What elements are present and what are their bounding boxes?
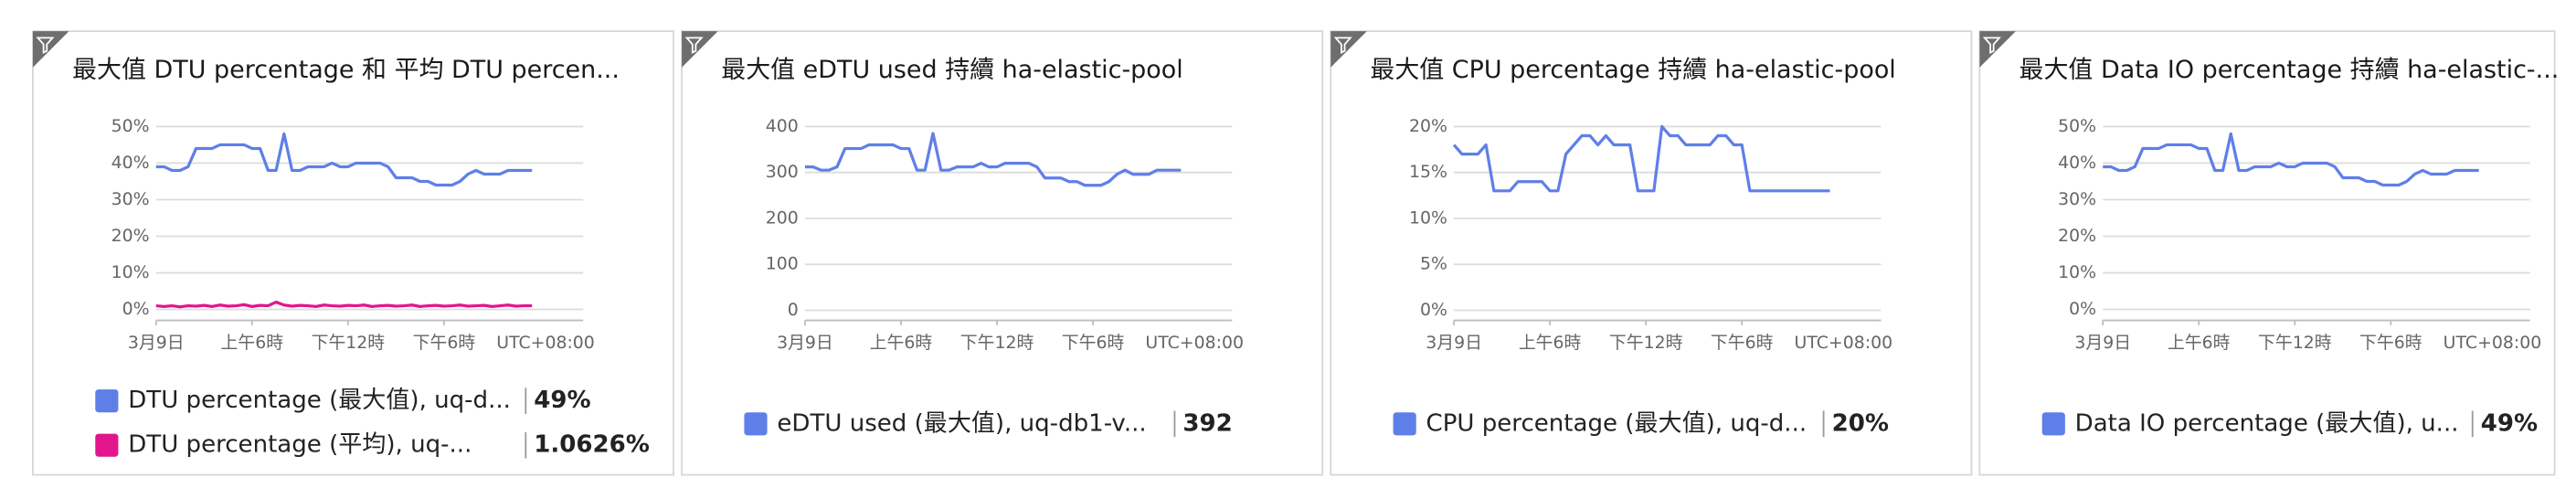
x-tick-label: 下午12時 [1609,333,1683,353]
series-line [1452,124,1830,193]
x-tick-label: 3月9日 [1426,333,1482,353]
x-tick-label: 下午6時 [1711,333,1774,353]
legend-summary: 49% [2481,409,2538,437]
tile[interactable]: 最大值 eDTU used 持續 ha-elastic-pool 0 100 200 3… [681,30,1324,476]
legend-swatch [95,433,119,457]
x-tick-label: 下午6時 [1062,333,1125,353]
x-tick-label: 3月9日 [777,333,833,353]
y-tick-label: 40% [111,153,150,173]
legend-label: Data IO percentage (最大值), u... [2075,409,2459,437]
x-tick-label: 下午6時 [413,333,476,353]
y-tick-label: 400 [766,116,799,136]
chart-title: 最大值 Data IO percentage 持續 ha-elastic-... [2019,56,2560,84]
x-tick-label: 上午6時 [2168,333,2231,353]
filter-badge [1330,31,1367,68]
series-line [2103,132,2479,187]
tile-frame [1330,30,1973,476]
legend-label: CPU percentage (最大值), uq-d... [1426,409,1807,437]
series-line [155,132,533,187]
tile[interactable]: 最大值 CPU percentage 持續 ha-elastic-pool 0% 5… [1330,30,1973,476]
y-tick-label: 0% [2069,299,2096,319]
x-tick-label: 上午6時 [870,333,933,353]
y-tick-label: 40% [2058,153,2096,173]
y-tick-label: 200 [766,207,799,228]
x-tick-label: 3月9日 [2074,333,2131,353]
legend-label: DTU percentage (最大值), uq-d... [128,387,511,414]
legend-label: DTU percentage (平均), uq-... [128,431,472,459]
y-tick-label: 10% [2058,262,2096,282]
y-tick-label: 0 [788,300,799,320]
legend-summary: 392 [1182,409,1232,437]
legend-swatch [1393,412,1416,436]
x-tick-label: 下午12時 [312,333,386,353]
x-tick-label: 下午12時 [960,333,1034,353]
timezone-label: UTC+08:00 [2443,333,2542,353]
legend-item[interactable]: Data IO percentage (最大值), u... 49% [2041,409,2538,437]
legend-item[interactable]: eDTU used (最大值), uq-db1-v... 392 [744,409,1233,437]
series-line [804,132,1182,187]
x-tick-label: 上午6時 [1519,333,1582,353]
y-tick-label: 50% [111,116,150,136]
legend-item[interactable]: DTU percentage (最大值), uq-d... 49% [95,387,591,414]
legend-summary: 49% [534,387,590,414]
tile-frame [681,30,1324,476]
x-tick-label: 3月9日 [128,333,185,353]
x-tick-label: 下午6時 [2359,333,2422,353]
y-tick-label: 50% [2058,116,2096,136]
y-tick-label: 20% [111,226,150,246]
series-line [155,300,533,309]
legend-swatch [744,412,768,436]
y-tick-label: 30% [111,189,150,209]
y-tick-label: 5% [1420,254,1447,274]
x-tick-label: 上午6時 [221,333,284,353]
filter-icon [1982,37,2001,54]
chart-title: 最大值 eDTU used 持續 ha-elastic-pool [721,56,1183,84]
legend-swatch [95,389,119,413]
y-tick-label: 10% [111,262,150,282]
timezone-label: UTC+08:00 [1145,333,1244,353]
filter-icon [36,37,55,54]
y-tick-label: 20% [2058,226,2096,246]
chart-title: 最大值 DTU percentage 和 平均 DTU percen... [72,56,620,84]
legend-label: eDTU used (最大值), uq-db1-v... [777,409,1146,437]
legend-item[interactable]: DTU percentage (平均), uq-... 1.0626% [95,431,650,459]
y-tick-label: 100 [766,254,799,274]
legend-swatch [2041,412,2065,436]
y-tick-label: 0% [1420,300,1447,320]
y-tick-label: 20% [1409,116,1447,136]
y-tick-label: 15% [1409,162,1447,182]
tile[interactable]: 最大值 Data IO percentage 持續 ha-elastic-...… [1978,30,2560,476]
filter-badge [32,31,69,68]
y-tick-label: 30% [2058,189,2096,209]
tile-frame [1978,30,2556,476]
tile-frame [32,30,675,476]
timezone-label: UTC+08:00 [496,333,595,353]
chart-title: 最大值 CPU percentage 持續 ha-elastic-pool [1370,56,1895,84]
y-tick-label: 0% [122,299,150,319]
filter-icon [684,37,704,54]
tile[interactable]: 最大值 DTU percentage 和 平均 DTU percen... 0% 1… [32,30,675,476]
legend-summary: 1.0626% [534,431,650,459]
y-tick-label: 300 [766,162,799,182]
legend-item[interactable]: CPU percentage (最大值), uq-d... 20% [1393,409,1889,437]
y-tick-label: 10% [1409,207,1447,228]
x-tick-label: 下午12時 [2258,333,2332,353]
timezone-label: UTC+08:00 [1795,333,1893,353]
filter-icon [1333,37,1352,54]
legend-summary: 20% [1832,409,1889,437]
